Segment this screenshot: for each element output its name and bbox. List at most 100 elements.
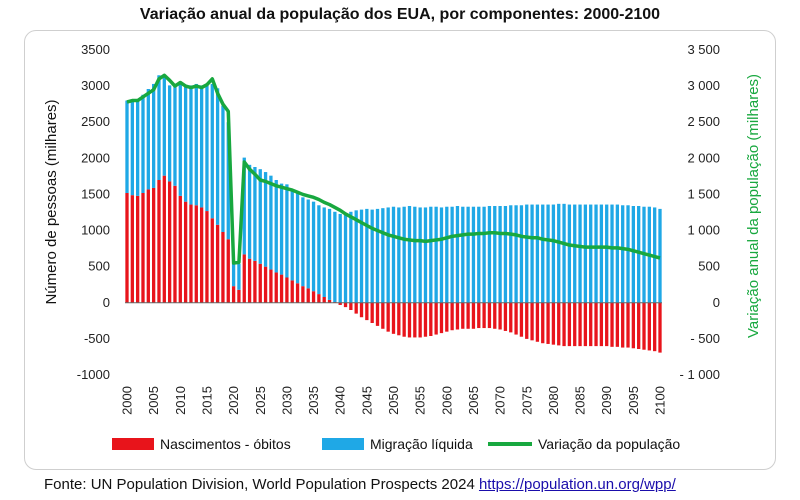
bar-migration bbox=[343, 213, 348, 303]
bar-natural bbox=[541, 302, 545, 344]
bar-natural bbox=[546, 302, 550, 344]
legend-label-natural: Nascimentos - óbitos bbox=[160, 436, 291, 452]
bar-natural bbox=[290, 280, 294, 303]
bar-natural bbox=[530, 302, 534, 341]
bar-natural bbox=[509, 302, 513, 333]
bar-migration bbox=[322, 207, 326, 297]
bar-migration bbox=[263, 172, 268, 267]
bar-natural bbox=[354, 302, 358, 314]
y-tick-left: 1500 bbox=[81, 186, 110, 201]
legend-label-change: Variação da população bbox=[538, 436, 680, 452]
bar-natural bbox=[434, 302, 438, 335]
bar-natural bbox=[461, 302, 465, 329]
legend-label-migration: Migração líquida bbox=[370, 436, 473, 452]
bar-migration bbox=[226, 122, 230, 240]
bar-natural bbox=[365, 302, 369, 321]
bar-natural bbox=[439, 302, 444, 334]
bar-migration bbox=[397, 207, 401, 303]
bar-natural bbox=[610, 302, 614, 347]
bar-natural bbox=[173, 185, 177, 303]
bar-natural bbox=[407, 302, 412, 338]
bar-migration bbox=[418, 207, 422, 303]
bar-natural bbox=[370, 302, 374, 323]
bar-migration bbox=[546, 204, 550, 303]
bar-migration bbox=[130, 102, 134, 196]
x-tick: 2085 bbox=[573, 386, 588, 415]
bar-migration bbox=[407, 206, 412, 303]
bar-migration bbox=[461, 206, 465, 303]
bar-natural bbox=[146, 189, 150, 303]
x-tick: 2035 bbox=[306, 386, 321, 415]
bar-migration bbox=[215, 88, 220, 225]
bar-migration bbox=[354, 210, 358, 303]
bar-migration bbox=[210, 83, 214, 219]
bar-migration bbox=[599, 204, 604, 303]
x-tick: 2030 bbox=[279, 386, 294, 415]
bar-migration bbox=[578, 204, 582, 303]
x-tick: 2055 bbox=[413, 386, 428, 415]
bar-migration bbox=[199, 85, 204, 208]
bar-natural bbox=[231, 286, 236, 303]
x-tick: 2075 bbox=[519, 386, 534, 415]
bar-migration bbox=[375, 208, 380, 303]
x-tick: 2060 bbox=[439, 386, 454, 415]
bar-natural bbox=[178, 195, 182, 303]
bar-natural bbox=[615, 302, 620, 347]
bar-migration bbox=[637, 206, 641, 303]
bar-natural bbox=[535, 302, 540, 342]
legend-swatch-natural bbox=[112, 438, 154, 450]
bar-migration bbox=[194, 83, 198, 206]
bar-natural bbox=[594, 302, 598, 347]
source-link[interactable]: https://population.un.org/wpp/ bbox=[478, 476, 676, 493]
source-note: Fonte: UN Population Division, World Pop… bbox=[44, 476, 676, 493]
bar-natural bbox=[322, 297, 326, 303]
bar-migration bbox=[269, 175, 273, 270]
bar-natural bbox=[455, 302, 460, 330]
bar-migration bbox=[423, 207, 428, 303]
bar-migration bbox=[503, 206, 508, 303]
bar-natural bbox=[311, 291, 316, 303]
bar-natural bbox=[567, 302, 572, 347]
y-tick-right: 1 000 bbox=[687, 223, 720, 238]
bar-migration bbox=[359, 209, 364, 303]
bar-migration bbox=[274, 180, 278, 273]
bar-natural bbox=[397, 302, 401, 336]
bar-natural bbox=[279, 274, 284, 303]
bar-natural bbox=[450, 302, 454, 331]
bar-migration bbox=[317, 205, 321, 295]
chart-title: Variação anual da população dos EUA, por… bbox=[139, 6, 661, 23]
x-tick: 2095 bbox=[626, 386, 641, 415]
bar-migration bbox=[471, 206, 476, 303]
bar-natural bbox=[274, 272, 278, 303]
bar-natural bbox=[621, 302, 625, 348]
x-tick: 2090 bbox=[599, 386, 614, 415]
bar-natural bbox=[391, 302, 396, 334]
bar-migration bbox=[541, 204, 545, 303]
bar-migration bbox=[242, 157, 246, 255]
bar-natural bbox=[599, 302, 604, 347]
bar-migration bbox=[429, 206, 433, 303]
bar-migration bbox=[519, 205, 524, 303]
bar-migration bbox=[141, 94, 145, 193]
bar-natural bbox=[514, 302, 518, 335]
bar-migration bbox=[498, 206, 502, 303]
x-tick: 2005 bbox=[146, 386, 161, 415]
bar-migration bbox=[221, 105, 225, 232]
y-tick-right: 0 bbox=[713, 295, 720, 310]
bar-migration bbox=[535, 204, 540, 303]
bar-migration bbox=[450, 206, 454, 303]
bar-migration bbox=[493, 206, 497, 303]
bar-natural bbox=[578, 302, 582, 347]
bar-migration bbox=[391, 206, 396, 303]
bar-natural bbox=[194, 205, 198, 303]
bar-natural bbox=[642, 302, 646, 350]
y-tick-right: 2 500 bbox=[687, 114, 720, 129]
bar-natural bbox=[381, 302, 385, 329]
bar-natural bbox=[199, 207, 204, 303]
bar-natural bbox=[445, 302, 449, 332]
bar-natural bbox=[471, 302, 476, 329]
bar-migration bbox=[530, 204, 534, 303]
bar-natural bbox=[258, 263, 262, 303]
x-axis: 2000 2005 2010 2015 2020 2025 2030 2035 2040 2045… bbox=[120, 386, 668, 415]
bar-migration bbox=[621, 205, 625, 303]
